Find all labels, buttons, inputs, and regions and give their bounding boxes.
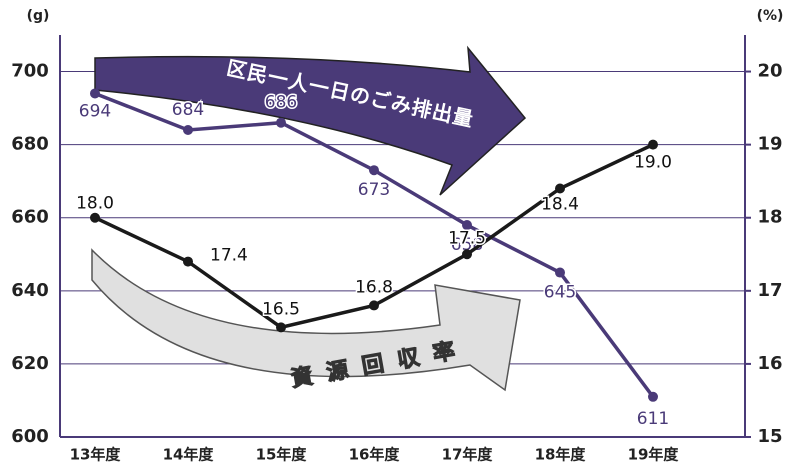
y-tick-label: 700 bbox=[11, 61, 49, 82]
value-label: 16.8 bbox=[355, 277, 393, 297]
value-label: 17.5 bbox=[448, 228, 486, 248]
x-tick-label: 18年度 bbox=[535, 446, 587, 464]
value-label: 686 bbox=[265, 93, 297, 113]
value-label: 673 bbox=[358, 180, 390, 200]
value-label: 645 bbox=[544, 283, 576, 303]
x-tick-label: 14年度 bbox=[163, 446, 215, 464]
point bbox=[369, 300, 379, 310]
value-label: 17.4 bbox=[210, 246, 248, 266]
point bbox=[555, 183, 565, 193]
y-tick-label: 660 bbox=[11, 207, 49, 228]
point bbox=[648, 392, 658, 402]
x-tick-label: 16年度 bbox=[349, 446, 401, 464]
point bbox=[648, 140, 658, 150]
value-label: 18.0 bbox=[76, 194, 114, 214]
y2-tick-label: 16 bbox=[757, 353, 782, 374]
x-tick-label: 15年度 bbox=[256, 446, 308, 464]
value-label: 684 bbox=[172, 100, 204, 120]
y2-tick-label: 18 bbox=[757, 207, 782, 228]
x-tick-label: 13年度 bbox=[70, 446, 122, 464]
value-label: 18.4 bbox=[541, 194, 579, 214]
point bbox=[276, 322, 286, 332]
value-label: 19.0 bbox=[634, 153, 672, 173]
point bbox=[369, 165, 379, 175]
y2-tick-label: 20 bbox=[757, 61, 782, 82]
point bbox=[90, 88, 100, 98]
y2-tick-label: 15 bbox=[757, 426, 782, 447]
y2-tick-label: 19 bbox=[757, 134, 782, 155]
point bbox=[462, 249, 472, 259]
chart: (g) (%) 600 620 640 660 680 700 15 16 17 18 19 20 13… bbox=[0, 0, 793, 464]
y-tick-label: 620 bbox=[11, 353, 49, 374]
point bbox=[90, 213, 100, 223]
y-tick-label: 600 bbox=[11, 426, 49, 447]
x-tick-label: 19年度 bbox=[628, 446, 680, 464]
y2-tick-label: 17 bbox=[757, 280, 782, 301]
point bbox=[276, 118, 286, 128]
y-unit: (g) bbox=[27, 8, 50, 24]
point bbox=[555, 268, 565, 278]
y-tick-label: 640 bbox=[11, 280, 49, 301]
value-label: 611 bbox=[637, 409, 669, 429]
point bbox=[183, 125, 193, 135]
point bbox=[183, 257, 193, 267]
value-label: 694 bbox=[79, 101, 111, 121]
value-label: 16.5 bbox=[262, 299, 300, 319]
y2-unit: (%) bbox=[757, 8, 784, 24]
y-tick-label: 680 bbox=[11, 134, 49, 155]
x-tick-label: 17年度 bbox=[442, 446, 494, 464]
